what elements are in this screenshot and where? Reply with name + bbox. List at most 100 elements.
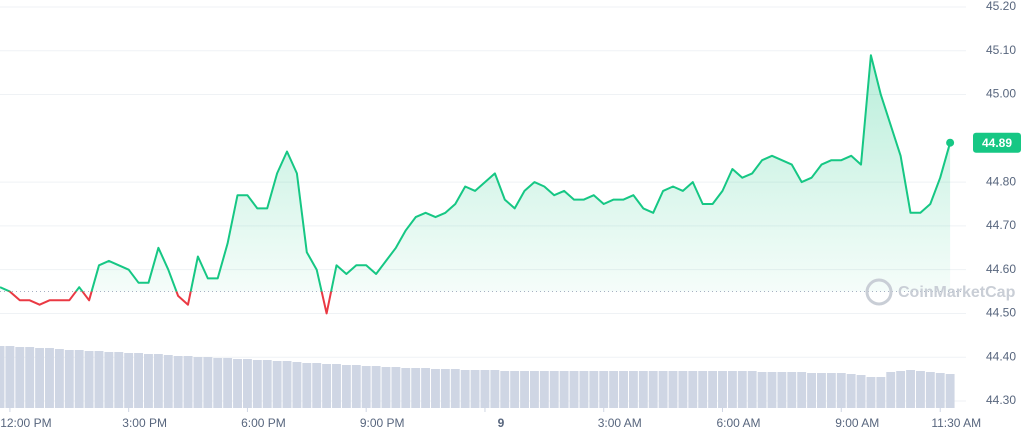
volume-bar — [678, 371, 688, 408]
y-tick-label: 44.40 — [986, 349, 1016, 363]
volume-bar — [134, 353, 144, 408]
volume-bar — [876, 377, 886, 408]
volume-bar — [292, 362, 302, 408]
volume-bar — [144, 354, 153, 408]
volume-bar — [549, 371, 559, 408]
volume-bar — [104, 352, 114, 408]
volume-bar — [708, 371, 718, 408]
volume-bar — [886, 372, 896, 408]
volume-bar — [411, 368, 421, 408]
volume-bar — [5, 346, 15, 408]
volume-bar — [203, 357, 213, 408]
volume-bar — [856, 375, 866, 408]
volume-bar — [45, 348, 54, 408]
x-tick-label: 11:30 AM — [931, 416, 981, 430]
volume-bar — [282, 361, 292, 408]
volume-bar — [312, 363, 322, 408]
volume-bar — [826, 373, 836, 408]
volume-bar — [371, 366, 381, 408]
volume-bar — [935, 373, 945, 408]
volume-bar — [718, 371, 727, 408]
volume-bar — [381, 367, 391, 408]
volume-bar — [817, 373, 826, 408]
area — [0, 55, 951, 292]
watermark: CoinMarketCap — [865, 278, 1016, 306]
volume-bar — [322, 364, 332, 408]
x-tick-label: 6:00 AM — [716, 416, 760, 430]
volume-bar — [163, 355, 173, 408]
volume-bar — [896, 371, 906, 408]
x-tick-label: 3:00 PM — [122, 416, 167, 430]
x-tick-label: 12:00 PM — [0, 416, 51, 430]
y-tick-label: 44.80 — [986, 174, 1016, 188]
volume-bar — [421, 368, 431, 408]
volume-bar — [54, 349, 64, 408]
volume-bar — [737, 371, 747, 408]
volume-bar — [470, 370, 480, 408]
volume-bar — [866, 377, 876, 408]
volume-bar — [846, 374, 856, 408]
volume-bar — [925, 372, 935, 408]
volume-bar — [727, 371, 737, 408]
volume-bar — [480, 370, 490, 408]
volume-bar — [440, 369, 450, 408]
volume-bar — [391, 367, 401, 408]
volume-bar — [213, 358, 223, 408]
volume-bar — [807, 373, 817, 408]
volume-bar — [529, 371, 539, 408]
y-tick-label: 44.30 — [986, 393, 1016, 407]
volume-bar — [341, 365, 351, 408]
volume-bar — [25, 347, 35, 408]
volume-bar — [520, 371, 529, 408]
volume-bar — [559, 371, 569, 408]
price-tag — [973, 132, 1021, 153]
watermark-text: CoinMarketCap — [898, 284, 1016, 301]
volume-bar — [797, 372, 807, 408]
volume-bar — [114, 352, 124, 408]
volume-bar — [173, 356, 183, 408]
last-point — [946, 138, 955, 147]
volume-bar — [777, 372, 787, 408]
volume-bar — [233, 359, 242, 408]
volume-bar — [74, 350, 84, 408]
volume-bar — [124, 353, 134, 408]
volume-bar — [490, 370, 500, 408]
volume-bar — [658, 371, 668, 408]
volume-bar — [757, 372, 767, 408]
volume-bar — [94, 351, 104, 408]
volume-bar — [688, 371, 698, 408]
y-tick-label: 45.20 — [986, 0, 1016, 13]
price-line — [0, 54, 952, 315]
volume-bar — [579, 371, 589, 408]
volume-bar — [401, 368, 411, 408]
volume-bar — [223, 358, 233, 408]
volume-bar — [668, 371, 678, 408]
volume-bar — [836, 373, 846, 408]
x-tick-label: 3:00 AM — [598, 416, 642, 430]
volume-bar — [906, 370, 915, 408]
volume-bar — [510, 371, 520, 408]
volume-bar — [500, 371, 510, 408]
y-tick-label: 44.50 — [986, 306, 1016, 320]
volume-bar — [698, 371, 708, 408]
y-tick-label: 44.60 — [986, 262, 1016, 276]
volume-bar — [64, 350, 74, 408]
volume-bar — [915, 371, 925, 408]
volume-bar — [599, 371, 609, 408]
volume-bar — [252, 360, 262, 408]
volume-bar — [767, 372, 777, 408]
volume-bar — [361, 366, 371, 408]
price-tag-label: 44.89 — [982, 136, 1012, 150]
volume-bar — [589, 371, 599, 408]
volume-bar — [272, 361, 282, 408]
volume-bar — [0, 346, 5, 408]
x-tick-label: 9:00 PM — [360, 416, 405, 430]
volume-bar — [648, 371, 658, 408]
volume-bar — [84, 351, 94, 408]
volume-bar — [35, 348, 45, 408]
volume-bar — [242, 359, 252, 408]
volume-bar — [153, 354, 163, 408]
volume-bar — [460, 370, 470, 408]
volume-bar — [638, 371, 648, 408]
